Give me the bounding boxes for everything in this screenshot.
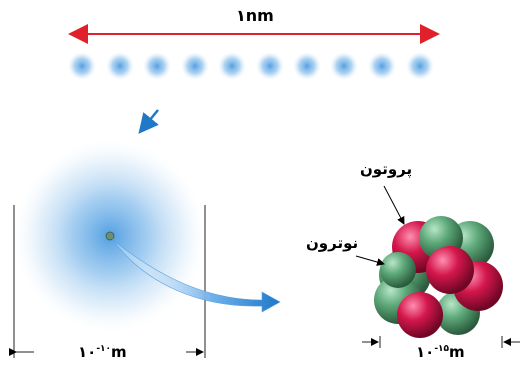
atom-size-mantissa: ۱۰ <box>78 343 97 361</box>
nm-scale-label: ۱nm <box>236 6 274 25</box>
nucleus-cluster <box>374 216 503 338</box>
atom-dot <box>218 52 246 80</box>
neutron-sphere <box>380 252 416 288</box>
atom-nucleus-dot <box>105 231 115 241</box>
atom-dot <box>406 52 434 80</box>
atom-dot <box>68 52 96 80</box>
zoom-swoosh-arrow <box>111 238 281 313</box>
atom-dot <box>256 52 284 80</box>
atom-dot <box>368 52 396 80</box>
nucleus-size-label: ۱۰-۱۵m <box>416 345 465 360</box>
proton-sphere <box>397 292 443 338</box>
atom-dot <box>143 52 171 80</box>
zoom-pointer-arrow <box>138 109 159 134</box>
nucleus-size-mantissa: ۱۰ <box>416 343 435 361</box>
nucleus-size-exponent: -۱۵ <box>434 344 450 354</box>
atom-size-unit: m <box>111 343 127 361</box>
atom-dot <box>106 52 134 80</box>
atom-size-label: ۱۰-۱۰m <box>78 345 127 360</box>
nucleus-size-unit: m <box>449 343 465 361</box>
proton-label: پروتون <box>360 160 413 178</box>
atom-dot <box>181 52 209 80</box>
atom-dot <box>330 52 358 80</box>
neutron-label: نوترون <box>306 234 359 252</box>
proton-sphere <box>426 246 474 294</box>
atom-size-exponent: -۱۰ <box>96 344 112 354</box>
neutron-pointer <box>355 255 385 266</box>
proton-pointer <box>383 185 405 225</box>
atom-row <box>68 52 434 80</box>
atom-dot <box>293 52 321 80</box>
